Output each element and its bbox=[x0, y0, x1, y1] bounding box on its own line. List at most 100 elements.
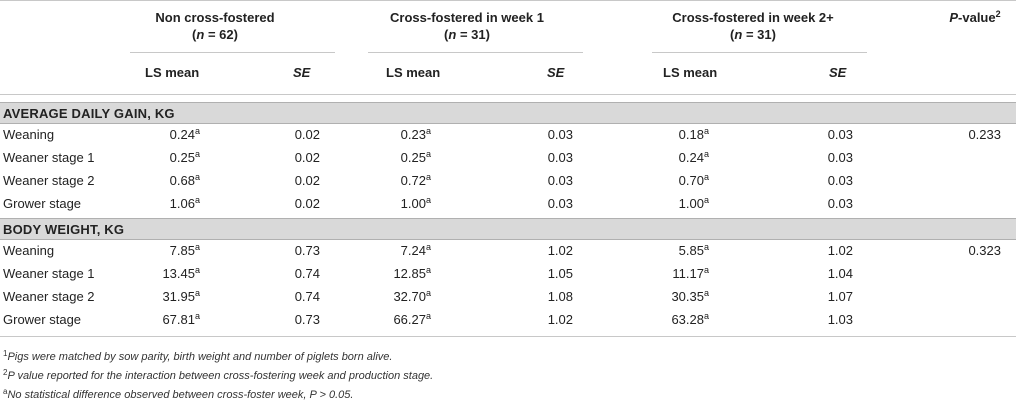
section-title: AVERAGE DAILY GAIN, KG bbox=[3, 106, 175, 121]
se-cell: 0.02 bbox=[294, 173, 320, 188]
subheader-lsmean: LS mean bbox=[145, 65, 200, 80]
ls-mean-cell: 7.24a bbox=[400, 242, 431, 259]
table-row: Weaner stage 2 31.95a 0.74 32.70a 1.08 30.35a… bbox=[0, 286, 1016, 309]
ls-mean-cell: 0.68a bbox=[169, 172, 200, 189]
significance-sup: a bbox=[425, 149, 431, 159]
section-header-adg: AVERAGE DAILY GAIN, KG bbox=[0, 102, 1016, 124]
table-row: Weaning 0.24a 0.02 0.23a 0.03 0.18a 0.03 0.233 bbox=[0, 124, 1016, 147]
se-cell: 0.03 bbox=[547, 173, 573, 188]
se-cell: 0.03 bbox=[827, 173, 853, 188]
significance-sup: a bbox=[703, 288, 709, 298]
se-cell: 1.03 bbox=[827, 312, 853, 327]
ls-mean-cell: 0.24a bbox=[678, 149, 709, 166]
header-group-n: (n = 31) bbox=[444, 27, 490, 42]
table-row: Grower stage 67.81a 0.73 66.27a 1.02 63.28a 1.… bbox=[0, 309, 1016, 332]
footnote-a: aNo statistical difference observed betw… bbox=[3, 387, 354, 401]
significance-sup: a bbox=[194, 195, 200, 205]
row-label: Grower stage bbox=[3, 196, 82, 211]
footnote-1: 1Pigs were matched by sow parity, birth … bbox=[3, 349, 393, 363]
header-rule bbox=[0, 94, 1016, 95]
se-cell: 0.73 bbox=[294, 243, 320, 258]
significance-sup: a bbox=[425, 172, 431, 182]
section-header-bw: BODY WEIGHT, KG bbox=[0, 218, 1016, 240]
section-title: BODY WEIGHT, KG bbox=[3, 222, 125, 237]
significance-sup: a bbox=[194, 311, 200, 321]
top-rule bbox=[0, 0, 1016, 1]
ls-mean-cell: 0.70a bbox=[678, 172, 709, 189]
row-label: Weaning bbox=[3, 243, 55, 258]
se-cell: 0.03 bbox=[547, 127, 573, 142]
table-row: Weaner stage 2 0.68a 0.02 0.72a 0.03 0.70a 0.0… bbox=[0, 170, 1016, 193]
se-cell: 1.02 bbox=[827, 243, 853, 258]
ls-mean-cell: 13.45a bbox=[162, 265, 200, 282]
ls-mean-cell: 5.85a bbox=[678, 242, 709, 259]
se-cell: 0.03 bbox=[827, 150, 853, 165]
ls-mean-cell: 67.81a bbox=[162, 311, 200, 328]
significance-sup: a bbox=[425, 265, 431, 275]
se-cell: 1.07 bbox=[827, 289, 853, 304]
significance-sup: a bbox=[703, 126, 709, 136]
row-label: Weaner stage 2 bbox=[3, 289, 95, 304]
se-cell: 0.02 bbox=[294, 127, 320, 142]
subheader-lsmean: LS mean bbox=[386, 65, 441, 80]
ls-mean-cell: 66.27a bbox=[393, 311, 431, 328]
significance-sup: a bbox=[703, 265, 709, 275]
significance-sup: a bbox=[194, 288, 200, 298]
header-cross-fostered-week2: Cross-fostered in week 2+ (n = 31) bbox=[658, 9, 848, 43]
ls-mean-cell: 12.85a bbox=[393, 265, 431, 282]
subheader-se: SE bbox=[293, 65, 311, 80]
ls-mean-cell: 0.25a bbox=[400, 149, 431, 166]
header-group-n: (n = 62) bbox=[192, 27, 238, 42]
header-group-title: Cross-fostered in week 2+ bbox=[672, 10, 834, 25]
row-label: Weaner stage 2 bbox=[3, 173, 95, 188]
ls-mean-cell: 1.06a bbox=[169, 195, 200, 212]
group-underline bbox=[130, 52, 335, 53]
ls-mean-cell: 0.24a bbox=[169, 126, 200, 143]
se-cell: 0.03 bbox=[827, 127, 853, 142]
table-row: Weaner stage 1 0.25a 0.02 0.25a 0.03 0.24a 0.0… bbox=[0, 147, 1016, 170]
ls-mean-cell: 1.00a bbox=[678, 195, 709, 212]
ls-mean-cell: 32.70a bbox=[393, 288, 431, 305]
row-label: Weaner stage 1 bbox=[3, 266, 95, 281]
header-p-value: P-value2 bbox=[949, 9, 1001, 26]
row-label: Grower stage bbox=[3, 312, 82, 327]
bottom-rule bbox=[0, 336, 1016, 337]
ls-mean-cell: 0.23a bbox=[400, 126, 431, 143]
ls-mean-cell: 63.28a bbox=[671, 311, 709, 328]
table-row: Grower stage 1.06a 0.02 1.00a 0.03 1.00a 0.03 bbox=[0, 193, 1016, 216]
ls-mean-cell: 31.95a bbox=[162, 288, 200, 305]
table-row: Weaner stage 1 13.45a 0.74 12.85a 1.05 11.17a… bbox=[0, 263, 1016, 286]
se-cell: 0.02 bbox=[294, 196, 320, 211]
se-cell: 1.02 bbox=[547, 312, 573, 327]
header-group-n: (n = 31) bbox=[730, 27, 776, 42]
se-cell: 1.04 bbox=[827, 266, 853, 281]
significance-sup: a bbox=[425, 311, 431, 321]
row-label: Weaning bbox=[3, 127, 55, 142]
significance-sup: a bbox=[703, 195, 709, 205]
ls-mean-cell: 7.85a bbox=[169, 242, 200, 259]
se-cell: 0.03 bbox=[547, 196, 573, 211]
ls-mean-cell: 0.18a bbox=[678, 126, 709, 143]
ls-mean-cell: 11.17a bbox=[672, 265, 709, 282]
se-cell: 1.08 bbox=[547, 289, 573, 304]
se-cell: 0.74 bbox=[294, 289, 320, 304]
significance-sup: a bbox=[194, 172, 200, 182]
subheader-lsmean: LS mean bbox=[663, 65, 718, 80]
significance-sup: a bbox=[703, 242, 709, 252]
row-label: Weaner stage 1 bbox=[3, 150, 95, 165]
group-underline bbox=[368, 52, 583, 53]
se-cell: 0.74 bbox=[294, 266, 320, 281]
significance-sup: a bbox=[194, 242, 200, 252]
significance-sup: a bbox=[425, 242, 431, 252]
footnote-2: 2P value reported for the interaction be… bbox=[3, 368, 434, 382]
significance-sup: a bbox=[703, 172, 709, 182]
header-non-cross-fostered: Non cross-fostered (n = 62) bbox=[130, 9, 300, 43]
ls-mean-cell: 0.72a bbox=[400, 172, 431, 189]
se-cell: 1.05 bbox=[547, 266, 573, 281]
p-value-cell: 0.233 bbox=[968, 127, 1001, 142]
significance-sup: a bbox=[425, 288, 431, 298]
ls-mean-cell: 0.25a bbox=[169, 149, 200, 166]
group-underline bbox=[652, 52, 867, 53]
se-cell: 0.02 bbox=[294, 150, 320, 165]
